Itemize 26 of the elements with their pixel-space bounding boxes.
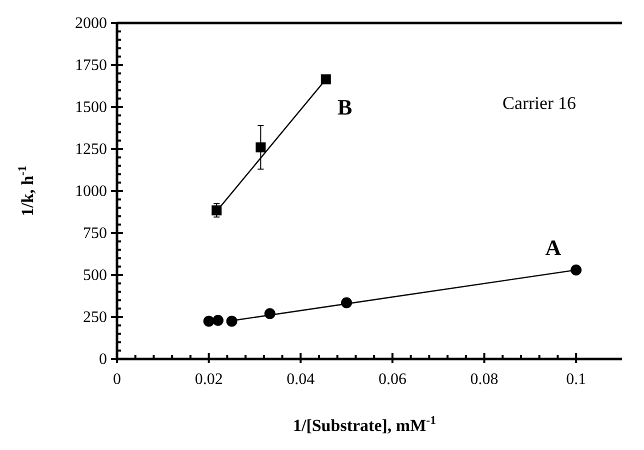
x-tick-label: 0.04 (286, 371, 315, 388)
y-tick-label: 750 (83, 225, 107, 242)
point (212, 314, 224, 326)
x-tick-label: 0.06 (378, 371, 406, 388)
annotation: Carrier 16 (502, 93, 576, 113)
y-tick-label: 0 (99, 351, 107, 368)
point (320, 74, 331, 84)
y-tick-label: 250 (83, 309, 107, 326)
point (570, 264, 582, 276)
x-axis-title: 1/[Substrate], mM$^{-1}$ (292, 413, 436, 435)
x-tick-label: 0.1 (566, 371, 586, 388)
series-label: A (545, 235, 562, 260)
y-tick-label: 1000 (75, 183, 107, 200)
point (256, 142, 266, 152)
point (226, 316, 238, 327)
point (203, 316, 214, 327)
y-tick-label: 1250 (75, 141, 107, 158)
y-tick-label: 1750 (75, 57, 107, 74)
series-label: B (337, 94, 352, 120)
x-tick-label: 0 (113, 371, 121, 388)
y-tick-label: 1500 (75, 99, 107, 116)
y-tick-label: 500 (83, 267, 107, 284)
x-tick-label: 0.02 (194, 371, 223, 388)
point (212, 205, 222, 216)
x-tick-label: 0.08 (470, 371, 498, 388)
y-tick-label: 2000 (75, 15, 107, 32)
